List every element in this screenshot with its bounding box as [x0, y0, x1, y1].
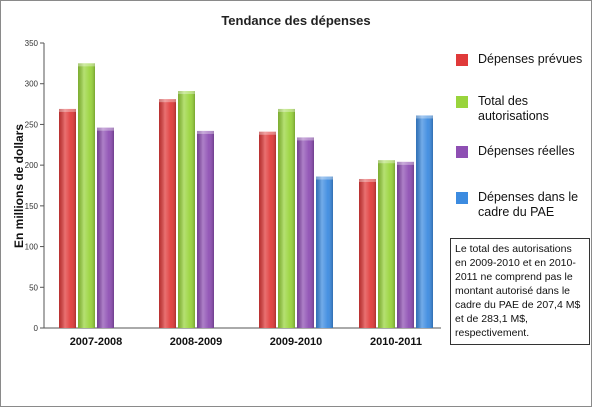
bar-top — [359, 178, 376, 182]
y-tick-label: 50 — [29, 283, 38, 292]
bar — [316, 176, 333, 328]
bar-top — [78, 63, 95, 67]
bar-shine — [316, 176, 333, 328]
legend-label: Dépenses réelles — [478, 144, 575, 158]
legend-label: Total des autorisations — [478, 94, 549, 123]
bar-shine — [378, 160, 395, 328]
x-tick-labels: 2007-2008 2008-2009 2009-2010 2010-2011 — [70, 336, 422, 348]
y-tick-label: 200 — [25, 161, 39, 170]
bar — [278, 108, 295, 328]
bar-top — [397, 161, 414, 165]
legend-item-total-autorisations: Total des autorisations — [456, 94, 573, 124]
footnote-box: Le total des autorisations en 2009-2010 … — [450, 238, 590, 345]
legend-label: Dépenses dans le cadre du PAE — [478, 190, 579, 219]
bar-shine — [197, 130, 214, 328]
legend-item-depenses-pae: Dépenses dans le cadre du PAE — [456, 190, 586, 220]
bar-top — [378, 160, 395, 164]
bar-shine — [259, 131, 276, 328]
bar — [378, 160, 395, 328]
bar-shine — [397, 161, 414, 328]
bar — [259, 131, 276, 328]
bar-top — [316, 176, 333, 180]
bar-shine — [159, 99, 176, 328]
x-tick-label: 2010-2011 — [370, 336, 422, 348]
y-tick-label: 100 — [25, 243, 39, 252]
legend-swatch — [456, 96, 468, 108]
bar — [78, 63, 95, 328]
bar-shine — [416, 115, 433, 328]
legend-swatch — [456, 192, 468, 204]
bar — [159, 99, 176, 328]
legend-item-depenses-prevues: Dépenses prévues — [456, 52, 592, 67]
y-tick-label: 250 — [25, 120, 39, 129]
bar — [397, 161, 414, 328]
bar-top — [416, 115, 433, 119]
bar-shine — [78, 63, 95, 328]
bar-top — [59, 108, 76, 112]
bar-shine — [59, 108, 76, 328]
bar-top — [159, 99, 176, 103]
x-tick-label: 2008-2009 — [170, 336, 223, 348]
y-tick-label: 350 — [25, 39, 39, 48]
bar-shine — [97, 127, 114, 328]
chart-title: Tendance des dépenses — [221, 13, 371, 28]
bar-top — [197, 130, 214, 134]
y-tick-label: 150 — [25, 202, 39, 211]
bar-top — [259, 131, 276, 135]
bar-shine — [297, 137, 314, 328]
bar-shine — [359, 178, 376, 328]
bar-top — [97, 127, 114, 131]
x-tick-label: 2007-2008 — [70, 336, 123, 348]
bars — [59, 63, 433, 329]
bar — [197, 130, 214, 328]
bar — [359, 178, 376, 328]
axes: 0 50 100 150 200 250 300 350 — [25, 39, 441, 333]
bar-shine — [278, 108, 295, 328]
legend-item-depenses-reelles: Dépenses réelles — [456, 144, 592, 159]
bar-shine — [178, 91, 195, 329]
bar — [178, 91, 195, 329]
bar-top — [278, 108, 295, 112]
y-tick-label: 0 — [34, 324, 39, 333]
bar — [59, 108, 76, 328]
legend-swatch — [456, 146, 468, 158]
y-tick-label: 300 — [25, 80, 39, 89]
legend-swatch — [456, 54, 468, 66]
bar-top — [178, 91, 195, 95]
legend-label: Dépenses prévues — [478, 52, 583, 66]
bar — [416, 115, 433, 328]
bar — [97, 127, 114, 328]
x-tick-label: 2009-2010 — [270, 336, 323, 348]
bar-top — [297, 137, 314, 141]
bar — [297, 137, 314, 328]
